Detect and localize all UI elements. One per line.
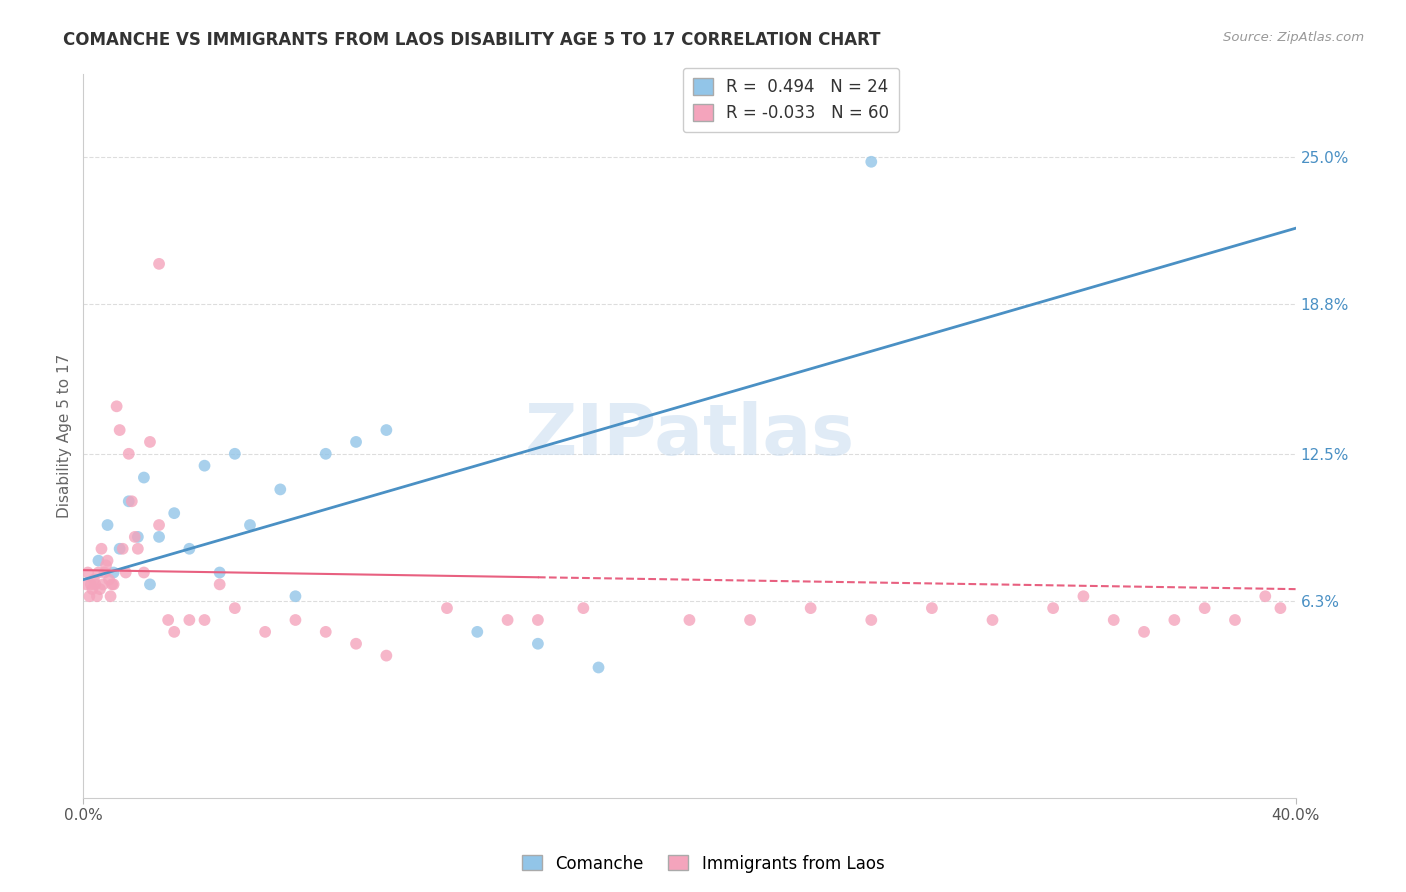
Point: [127, 530, 149, 544]
Point: [1194, 601, 1216, 615]
Point: [800, 601, 823, 615]
Point: [1270, 601, 1292, 615]
Legend: Comanche, Immigrants from Laos: Comanche, Immigrants from Laos: [515, 848, 891, 880]
Point: [254, 624, 277, 639]
Point: [436, 601, 458, 615]
Y-axis label: Disability Age 5 to 17: Disability Age 5 to 17: [58, 354, 72, 518]
Point: [118, 494, 141, 508]
Text: COMANCHE VS IMMIGRANTS FROM LAOS DISABILITY AGE 5 TO 17 CORRELATION CHART: COMANCHE VS IMMIGRANTS FROM LAOS DISABIL…: [63, 31, 880, 49]
Point: [139, 577, 162, 591]
Point: [572, 601, 595, 615]
Point: [1102, 613, 1125, 627]
Point: [132, 470, 155, 484]
Point: [127, 541, 149, 556]
Point: [465, 624, 488, 639]
Point: [79, 589, 101, 603]
Point: [193, 613, 215, 627]
Point: [94, 558, 117, 573]
Point: [208, 566, 231, 580]
Point: [91, 577, 114, 591]
Point: [100, 589, 122, 603]
Point: [82, 582, 104, 596]
Point: [163, 624, 186, 639]
Point: [1223, 613, 1246, 627]
Point: [860, 613, 883, 627]
Point: [315, 624, 337, 639]
Point: [83, 573, 105, 587]
Point: [98, 573, 121, 587]
Point: [921, 601, 943, 615]
Point: [179, 613, 201, 627]
Point: [738, 613, 761, 627]
Point: [114, 566, 136, 580]
Text: ZIPatlas: ZIPatlas: [524, 401, 855, 470]
Point: [224, 601, 246, 615]
Point: [1073, 589, 1095, 603]
Point: [84, 577, 107, 591]
Point: [860, 154, 883, 169]
Point: [239, 518, 262, 533]
Point: [344, 637, 367, 651]
Point: [148, 530, 170, 544]
Point: [103, 577, 125, 591]
Point: [284, 613, 307, 627]
Point: [157, 613, 180, 627]
Point: [344, 434, 367, 449]
Point: [208, 577, 231, 591]
Text: Source: ZipAtlas.com: Source: ZipAtlas.com: [1223, 31, 1364, 45]
Point: [103, 566, 125, 580]
Point: [139, 434, 162, 449]
Point: [124, 530, 146, 544]
Point: [87, 554, 110, 568]
Point: [132, 566, 155, 580]
Point: [148, 257, 170, 271]
Point: [224, 447, 246, 461]
Point: [87, 566, 110, 580]
Point: [1042, 601, 1064, 615]
Point: [375, 423, 398, 437]
Point: [108, 541, 131, 556]
Point: [80, 577, 103, 591]
Point: [105, 400, 128, 414]
Point: [1163, 613, 1185, 627]
Point: [96, 554, 118, 568]
Point: [96, 518, 118, 533]
Point: [588, 660, 610, 674]
Legend: R =  0.494   N = 24, R = -0.033   N = 60: R = 0.494 N = 24, R = -0.033 N = 60: [683, 68, 900, 132]
Point: [193, 458, 215, 473]
Point: [148, 518, 170, 533]
Point: [121, 494, 143, 508]
Point: [75, 577, 97, 591]
Point: [527, 613, 550, 627]
Point: [284, 589, 307, 603]
Point: [315, 447, 337, 461]
Point: [108, 423, 131, 437]
Point: [111, 541, 134, 556]
Point: [163, 506, 186, 520]
Point: [1254, 589, 1277, 603]
Point: [89, 582, 111, 596]
Point: [93, 566, 115, 580]
Point: [496, 613, 519, 627]
Point: [981, 613, 1004, 627]
Point: [90, 541, 112, 556]
Point: [269, 483, 291, 497]
Point: [101, 577, 124, 591]
Point: [86, 589, 108, 603]
Point: [375, 648, 398, 663]
Point: [76, 566, 98, 580]
Point: [678, 613, 700, 627]
Point: [527, 637, 550, 651]
Point: [179, 541, 201, 556]
Point: [1133, 624, 1156, 639]
Point: [118, 447, 141, 461]
